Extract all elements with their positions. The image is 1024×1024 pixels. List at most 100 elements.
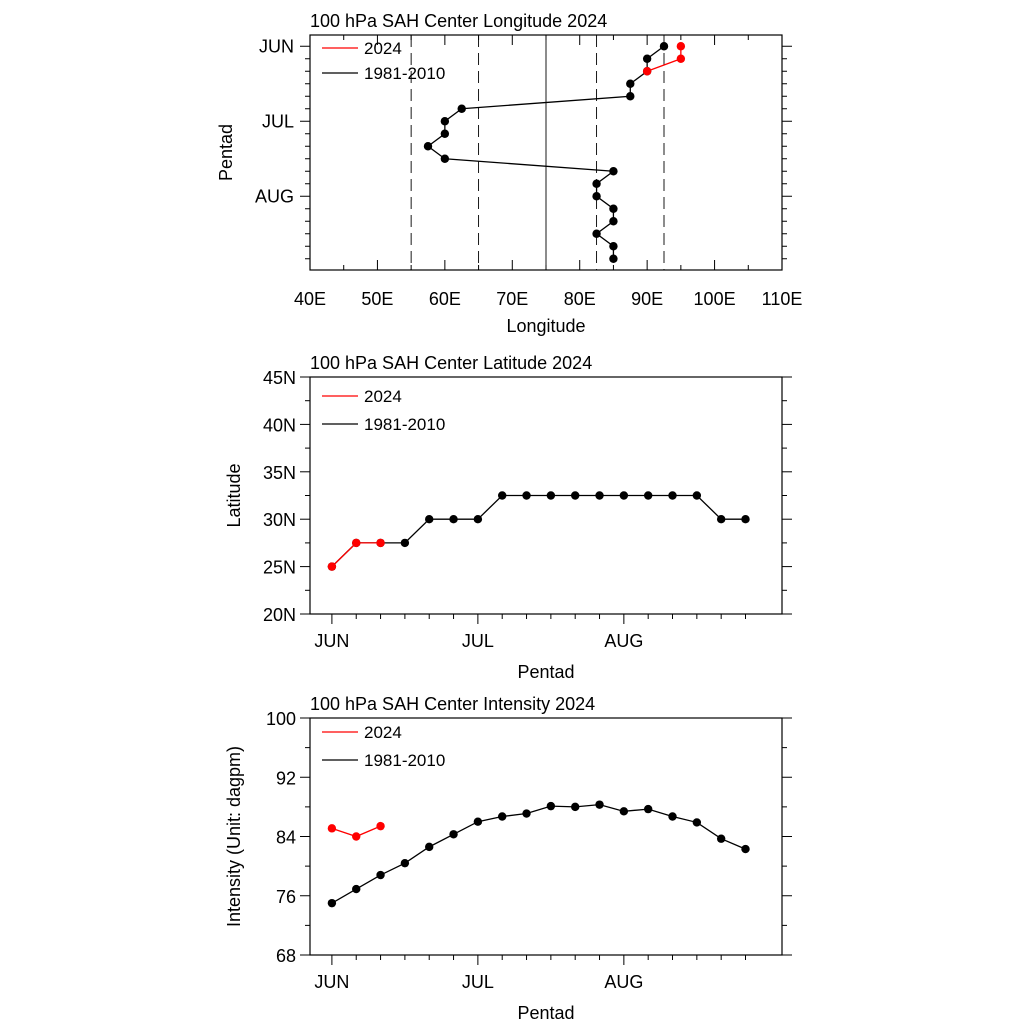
data-point-climatology [642, 54, 652, 63]
data-point-climatology [592, 179, 601, 188]
data-point-2024 [676, 42, 686, 51]
data-point-climatology [592, 229, 601, 238]
data-point-climatology [425, 842, 434, 852]
data-point-2024 [376, 538, 385, 548]
data-point-climatology [741, 844, 750, 854]
data-point-2024 [327, 562, 337, 571]
latitude-panel: 100 hPa SAH Center Latitude 2024 20N 25N 30… [224, 353, 792, 682]
y-tick-label: 68 [276, 946, 296, 966]
legend-label-climatology: 1981-2010 [364, 415, 445, 434]
data-point-climatology [609, 167, 618, 176]
series-line-climatology [331, 494, 746, 568]
data-point-climatology [440, 129, 450, 138]
y-axis-label: Intensity (Unit: dagpm) [224, 746, 244, 927]
data-point-climatology [376, 870, 385, 880]
data-point-climatology [457, 104, 466, 113]
data-point-climatology [400, 858, 410, 868]
x-tick-label: 90E [631, 289, 663, 309]
data-point-climatology [473, 817, 483, 826]
data-point-2024 [352, 538, 361, 548]
x-tick-label: 40E [294, 289, 326, 309]
longitude-panel: 100 hPa SAH Center Longitude 2024 40E 50E 6… [216, 11, 802, 336]
latitude-title: 100 hPa SAH Center Latitude 2024 [310, 353, 592, 373]
legend-label-2024: 2024 [364, 39, 402, 58]
data-point-climatology [440, 117, 450, 126]
x-tick-label: 80E [564, 289, 596, 309]
data-point-climatology [400, 538, 410, 548]
x-tick-label: 110E [762, 289, 803, 309]
x-tick-label: 50E [361, 289, 393, 309]
y-tick-label: JUN [259, 36, 294, 56]
x-tick-label: AUG [604, 972, 643, 992]
x-tick-label: 70E [496, 289, 528, 309]
data-point-climatology [425, 515, 434, 524]
legend-label-climatology: 1981-2010 [364, 751, 445, 770]
x-tick-label: JUN [314, 972, 349, 992]
y-tick-label: 84 [276, 828, 296, 848]
data-point-2024 [376, 821, 385, 831]
data-point-climatology [716, 834, 726, 843]
legend-label-2024: 2024 [364, 723, 402, 742]
intensity-panel: 100 hPa SAH Center Intensity 2024 68 76 84 9… [224, 694, 792, 1023]
data-point-climatology [570, 491, 580, 500]
data-point-climatology [522, 491, 531, 500]
data-point-climatology [609, 242, 618, 251]
data-point-climatology [473, 515, 483, 524]
data-point-2024 [642, 67, 652, 76]
x-tick-label: AUG [604, 631, 643, 651]
y-tick-label: 45N [263, 368, 296, 388]
series-line-climatology [331, 803, 746, 904]
x-tick-label: JUN [314, 631, 349, 651]
data-point-climatology [592, 192, 601, 201]
data-point-climatology [522, 809, 531, 818]
data-point-climatology [546, 801, 556, 811]
x-tick-label: 100E [694, 289, 736, 309]
y-axis-label: Latitude [224, 463, 244, 527]
data-point-climatology [570, 802, 580, 812]
y-tick-label: 30N [263, 510, 296, 530]
data-point-climatology [659, 42, 669, 51]
data-point-climatology [619, 807, 629, 816]
x-tick-label: JUL [462, 631, 494, 651]
intensity-title: 100 hPa SAH Center Intensity 2024 [310, 694, 595, 714]
data-point-climatology [626, 92, 635, 101]
y-axis-label: Pentad [216, 124, 236, 181]
data-point-climatology [449, 515, 458, 524]
data-point-climatology [716, 515, 726, 524]
data-point-climatology [668, 812, 677, 821]
y-tick-label: 35N [263, 463, 296, 483]
data-point-climatology [609, 204, 618, 213]
data-point-2024 [676, 54, 686, 63]
data-point-climatology [352, 884, 361, 894]
y-tick-label: 40N [263, 415, 296, 435]
data-point-2024 [327, 824, 337, 833]
data-point-climatology [595, 491, 604, 500]
data-point-climatology [595, 800, 604, 809]
data-point-climatology [498, 491, 507, 500]
data-point-climatology [668, 491, 677, 500]
x-axis-label: Pentad [517, 662, 574, 682]
data-point-climatology [609, 217, 618, 226]
data-point-climatology [327, 898, 337, 908]
y-tick-label: 92 [276, 768, 296, 788]
data-point-climatology [440, 154, 450, 163]
longitude-title: 100 hPa SAH Center Longitude 2024 [310, 11, 607, 31]
x-tick-label: JUL [462, 972, 494, 992]
data-point-climatology [692, 818, 702, 827]
y-tick-label: 20N [263, 605, 296, 625]
y-tick-label: 76 [276, 887, 296, 907]
data-point-climatology [546, 491, 556, 500]
data-point-climatology [643, 804, 653, 814]
legend-label-climatology: 1981-2010 [364, 64, 445, 83]
x-axis-label: Pentad [517, 1003, 574, 1023]
data-point-climatology [449, 830, 458, 839]
legend-label-2024: 2024 [364, 387, 402, 406]
data-point-2024 [352, 832, 361, 841]
data-point-climatology [692, 491, 702, 500]
y-tick-label: JUL [262, 111, 294, 131]
data-point-climatology [498, 812, 507, 821]
data-point-climatology [619, 491, 629, 500]
y-tick-label: 100 [266, 709, 296, 729]
data-point-climatology [626, 79, 635, 88]
